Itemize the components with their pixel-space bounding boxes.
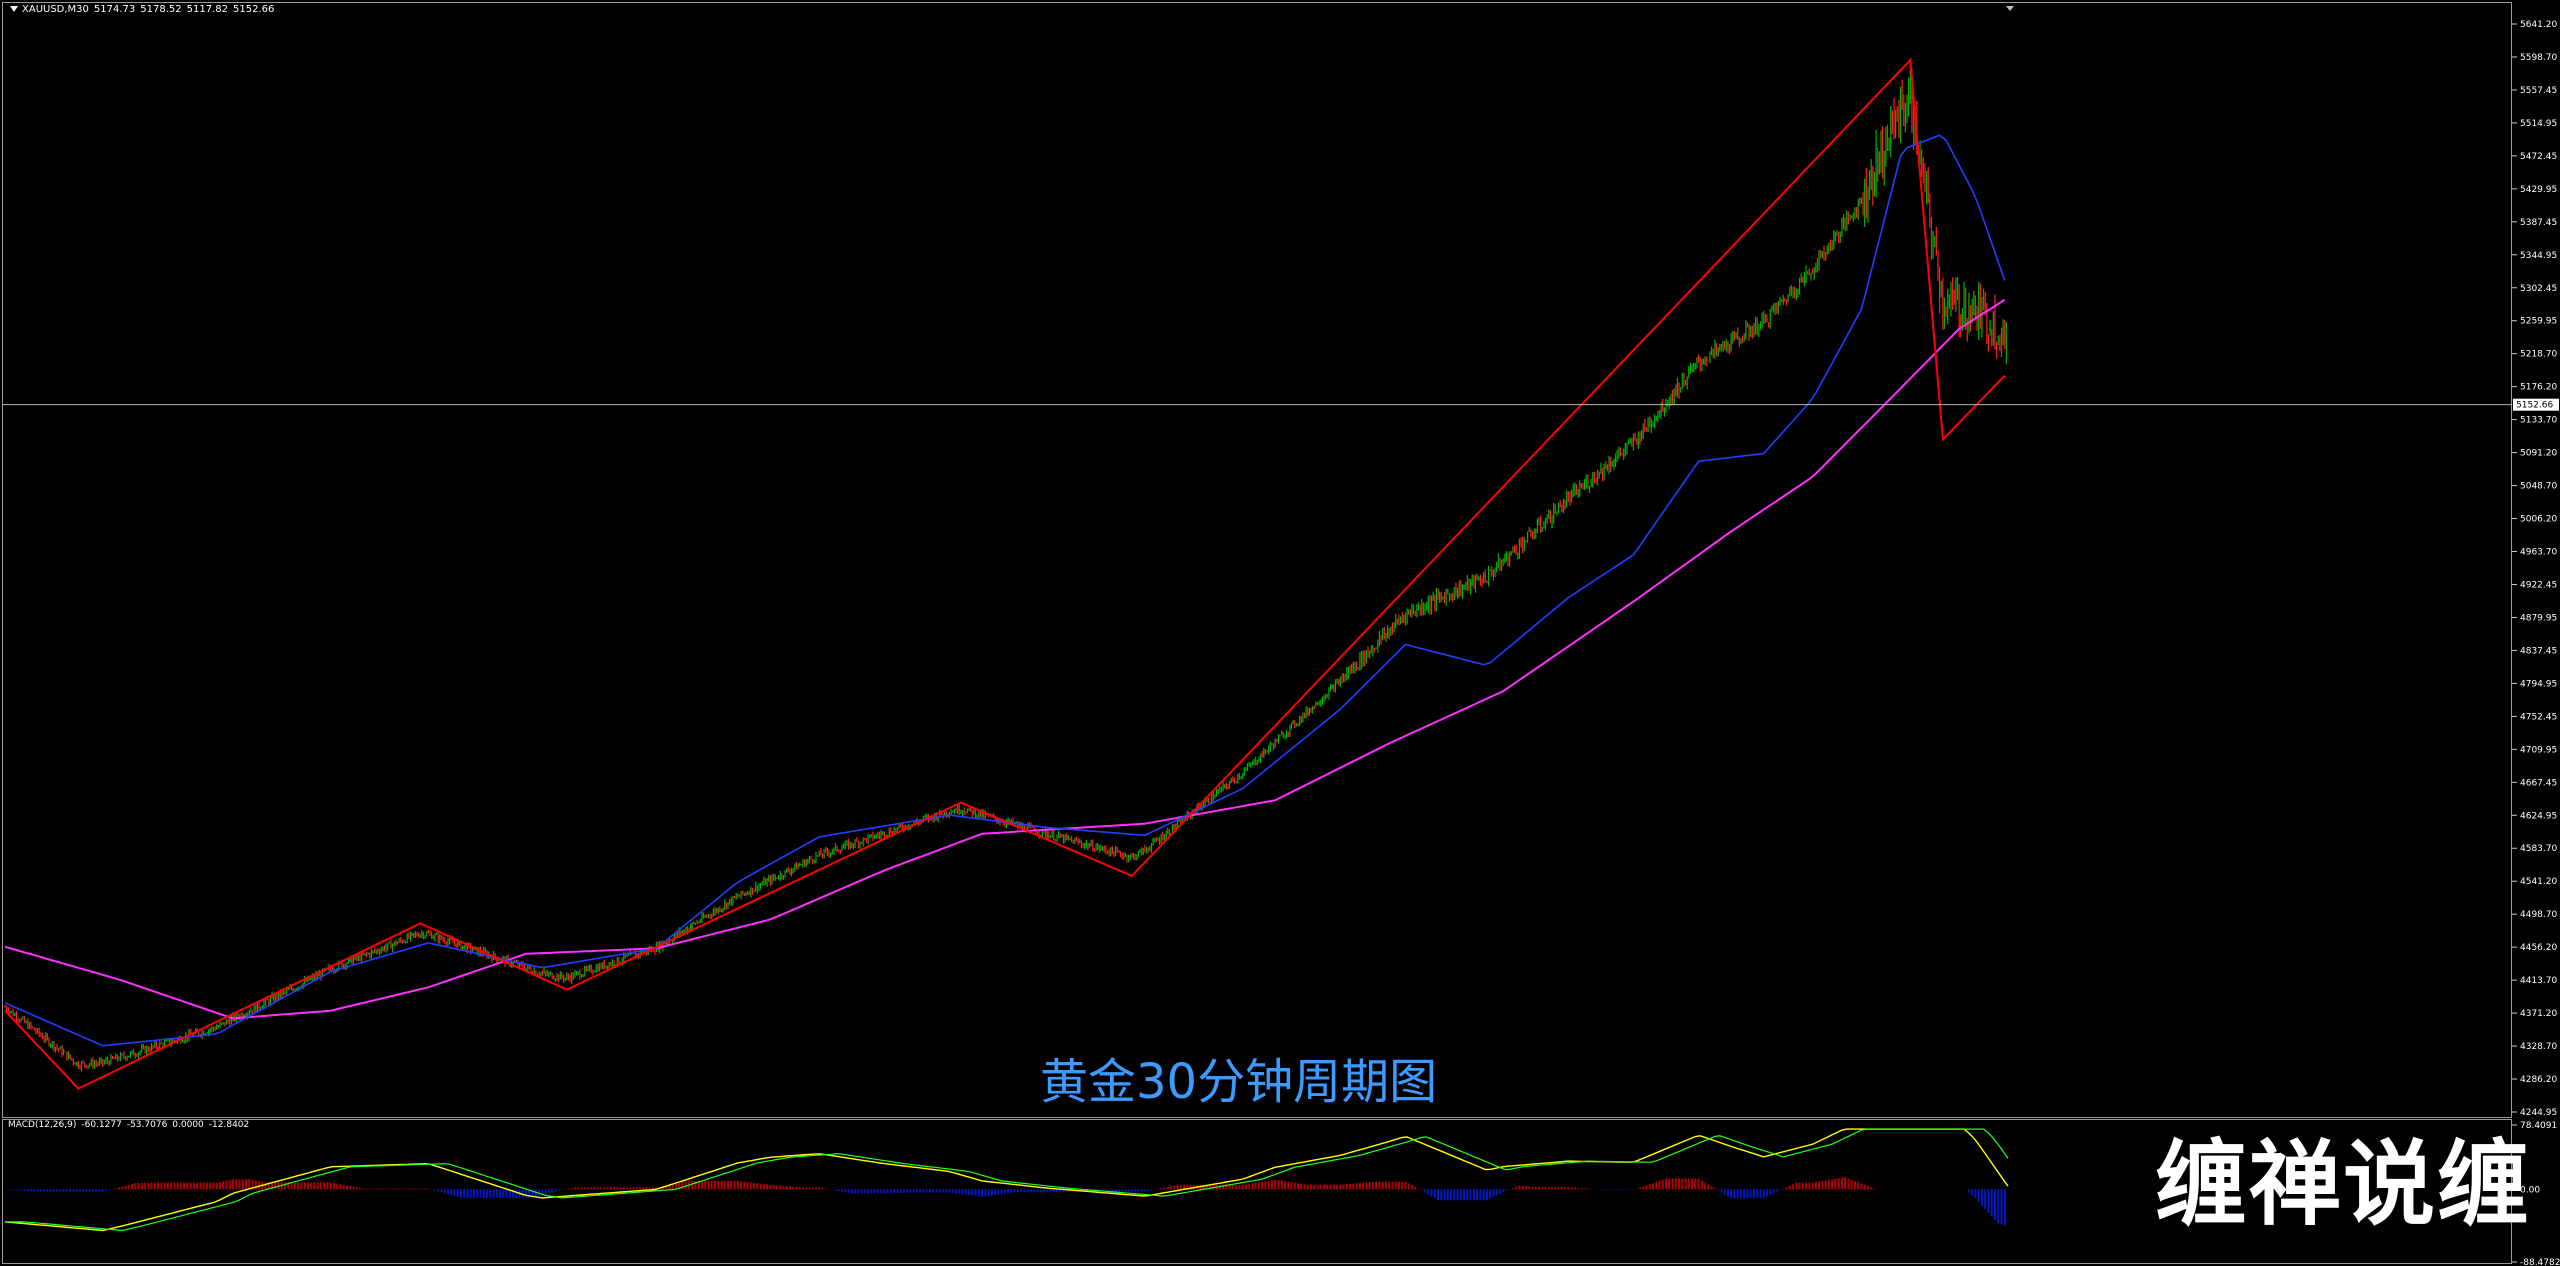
price-tick-label: 4709.95 xyxy=(2520,745,2557,755)
indicator-lines-layer xyxy=(4,57,2006,1090)
chart-caption: 黄金30分钟周期图 xyxy=(1040,1054,1438,1110)
ma-slow-line xyxy=(4,298,2006,1020)
price-tick-label: 5259.95 xyxy=(2520,317,2557,327)
symbol-label: XAUUSD,M30 xyxy=(22,4,89,15)
macd-header: MACD(12,26,9) -60.1277 -53.7076 0.0000 -12.8… xyxy=(8,1120,254,1130)
signal-line xyxy=(5,1128,2009,1232)
macd-axis: 78.4091 0.00 -88.4782 xyxy=(2512,1121,2560,1266)
price-tick-label: 5048.70 xyxy=(2520,482,2557,492)
price-tick-label: 4879.95 xyxy=(2520,613,2557,623)
zigzag-line xyxy=(4,57,2006,1090)
macd-layer xyxy=(4,1128,2009,1232)
collapse-triangle-icon[interactable] xyxy=(10,6,18,12)
low-value: 5117.82 xyxy=(186,4,228,15)
price-tick-label: 4286.20 xyxy=(2520,1075,2557,1085)
price-tick-label: 4624.95 xyxy=(2520,811,2557,821)
macd-value-4: -12.8402 xyxy=(208,1120,250,1130)
price-pane[interactable] xyxy=(2,2,2512,1118)
price-tick-label: 5429.95 xyxy=(2520,185,2557,195)
macd-value-1: -60.1277 xyxy=(81,1120,122,1130)
price-tick-label: 4963.70 xyxy=(2520,548,2557,558)
price-tick-label: 4837.45 xyxy=(2520,646,2557,656)
current-price-tag xyxy=(2513,398,2559,411)
macd-line xyxy=(4,1128,2009,1232)
macd-tick-label: 78.4091 xyxy=(2520,1121,2557,1131)
price-tick-label: 4667.45 xyxy=(2520,778,2557,788)
price-tick-label: 5302.45 xyxy=(2520,284,2557,294)
price-tick-label: 5218.70 xyxy=(2520,350,2557,360)
high-value: 5178.52 xyxy=(140,4,182,15)
price-tick-label: 5641.20 xyxy=(2520,20,2557,30)
price-tick-label: 4328.70 xyxy=(2520,1042,2557,1052)
price-tick-label: 4413.70 xyxy=(2520,976,2557,986)
price-tick-label: 5006.20 xyxy=(2520,515,2557,525)
macd-pane[interactable] xyxy=(2,1119,2512,1264)
open-value: 5174.73 xyxy=(93,4,136,15)
price-tick-label: 5514.95 xyxy=(2520,119,2557,129)
price-tick-label: 4456.20 xyxy=(2520,943,2557,953)
price-tick-label: 5557.45 xyxy=(2520,86,2557,96)
close-value: 5152.66 xyxy=(233,4,275,15)
macd-name: MACD(12,26,9) xyxy=(8,1120,77,1130)
price-tick-label: 5344.95 xyxy=(2520,251,2557,261)
macd-value-3: 0.0000 xyxy=(172,1120,204,1130)
macd-tick-label: 0.00 xyxy=(2520,1185,2540,1195)
price-tick-label: 5472.45 xyxy=(2520,152,2557,162)
price-tick-label: 4794.95 xyxy=(2520,679,2557,689)
price-tick-label: 4583.70 xyxy=(2520,844,2557,854)
current-price-label: 5152.66 xyxy=(2516,401,2553,411)
macd-value-2: -53.7076 xyxy=(126,1120,168,1130)
price-tick-label: 4541.20 xyxy=(2520,877,2557,887)
chart-header: XAUUSD,M30 5174.73 5178.52 5117.82 5152.66 xyxy=(10,4,279,15)
scroll-marker-icon[interactable] xyxy=(2006,6,2014,11)
price-tick-label: 4498.70 xyxy=(2520,910,2557,920)
price-tick-label: 4752.45 xyxy=(2520,712,2557,722)
price-tick-label: 5598.70 xyxy=(2520,53,2557,63)
price-tick-label: 5133.70 xyxy=(2520,416,2557,426)
price-tick-label: 5091.20 xyxy=(2520,449,2557,459)
watermark-text: 缠禅说缠 xyxy=(2155,1131,2532,1238)
price-tick-label: 4371.20 xyxy=(2520,1009,2557,1019)
price-tick-label: 4244.95 xyxy=(2520,1108,2557,1118)
price-axis: 5641.20 5598.70 5557.45 5514.95 5472.45 5429.… xyxy=(3,20,2559,1118)
price-tick-label: 5387.45 xyxy=(2520,218,2557,228)
price-tick-label: 4922.45 xyxy=(2520,580,2557,590)
macd-tick-label: -88.4782 xyxy=(2520,1258,2560,1266)
price-tick-label: 5176.20 xyxy=(2520,383,2557,393)
